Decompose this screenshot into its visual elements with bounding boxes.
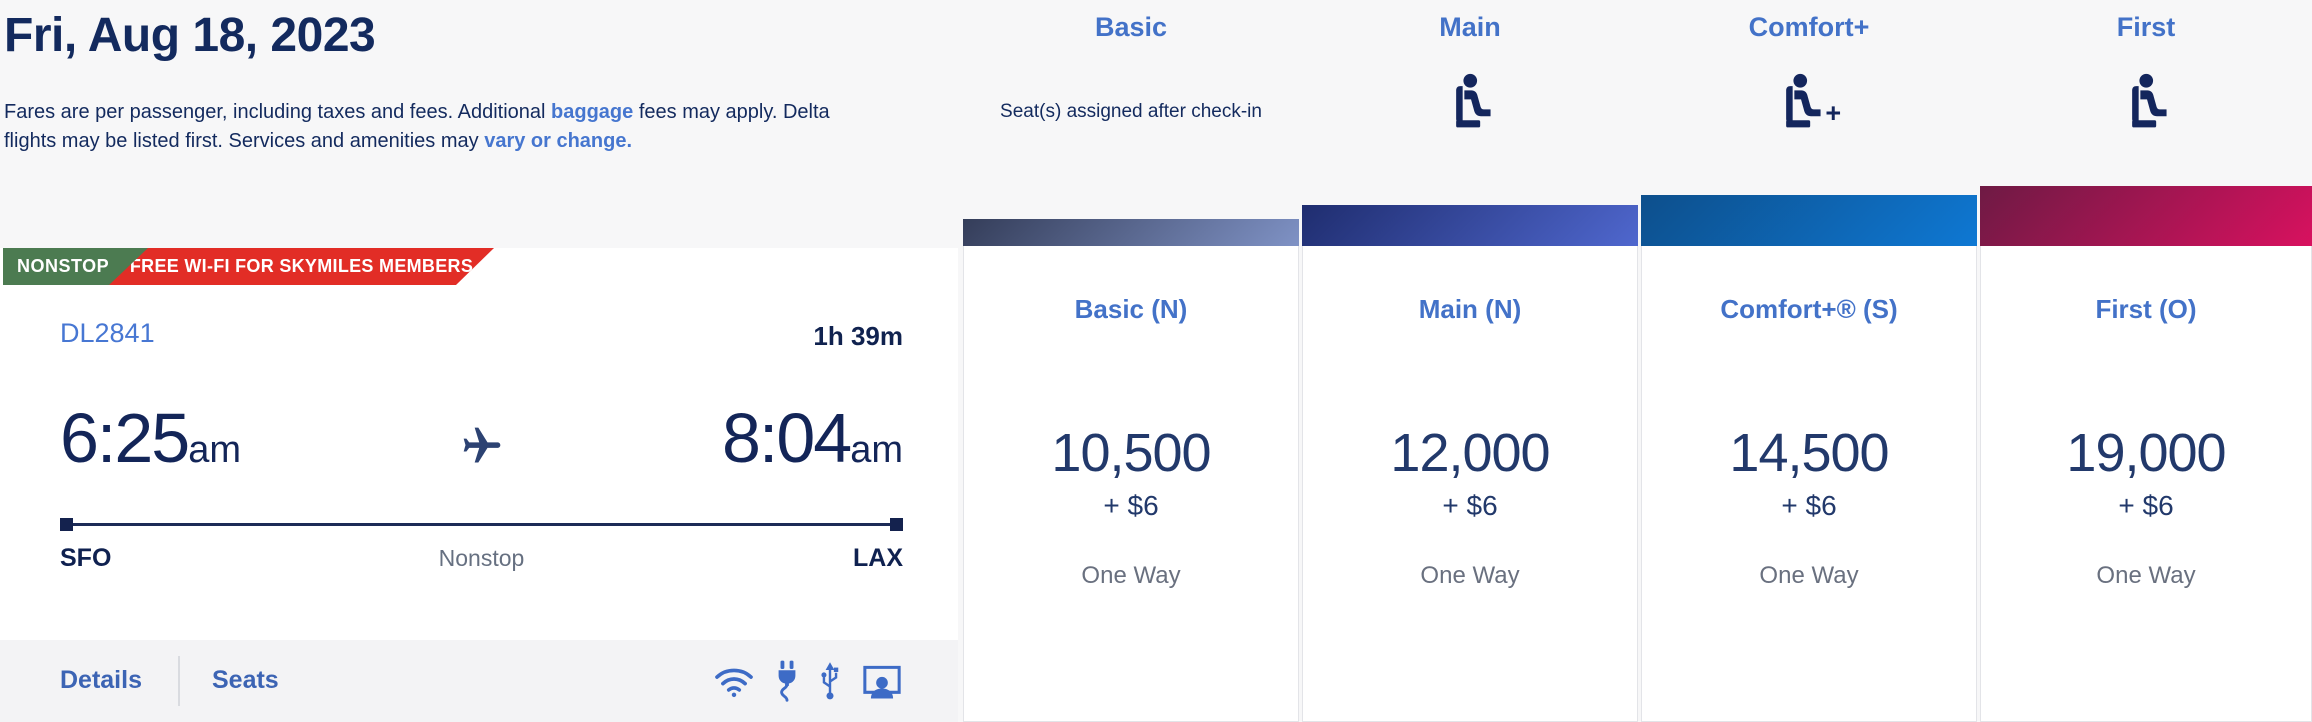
fare-disclaimer: Fares are per passenger, including taxes…: [4, 98, 849, 156]
first-fare-miles: 19,000: [2066, 423, 2226, 483]
comfort-fare-fees: + $6: [1781, 490, 1837, 521]
fare-column-basic: Basic (N) 10,500 + $6 One Way: [963, 219, 1299, 722]
destination-code: LAX: [853, 544, 903, 572]
main-fare-fees: + $6: [1442, 490, 1498, 521]
flight-duration: 1h 39m: [813, 321, 903, 351]
disclaimer-text-1: Fares are per passenger, including taxes…: [4, 101, 546, 123]
comfort-fare-trip-type: One Way: [1759, 562, 1859, 589]
flight-card: NONSTOP FREE WI-FI FOR SKYMILES MEMBERS …: [0, 248, 958, 722]
main-fare-trip-type: One Way: [1420, 562, 1520, 589]
card-footer: Details Seats: [0, 640, 958, 722]
comfort-fare-label: Comfort+® (S): [1720, 294, 1898, 324]
date-heading: Fri, Aug 18, 2023: [4, 9, 376, 62]
airplane-icon: [463, 427, 500, 463]
first-fare-fees: + $6: [2118, 490, 2174, 521]
first-gradient-bar: [1980, 186, 2312, 246]
column-header-comfort: Comfort+ +: [1641, 12, 1977, 135]
seat-icon: [1786, 73, 1821, 128]
seat-icon: [1455, 73, 1491, 128]
details-link[interactable]: Details: [60, 666, 142, 694]
column-header-basic: Basic Seat(s) assigned after check-in: [963, 12, 1299, 123]
main-gradient-bar: [1302, 205, 1638, 246]
main-fare-cell[interactable]: Main (N) 12,000 + $6 One Way: [1302, 246, 1638, 722]
airport-row: SFO Nonstop LAX: [60, 544, 903, 574]
route-line: [60, 518, 903, 531]
basic-fare-cell[interactable]: Basic (N) 10,500 + $6 One Way: [963, 246, 1299, 722]
route-line-bar: [60, 523, 903, 526]
first-fare-cell[interactable]: First (O) 19,000 + $6 One Way: [1980, 246, 2312, 722]
origin-code: SFO: [60, 544, 112, 572]
basic-fare-label: Basic (N): [1074, 294, 1188, 324]
comfort-title: Comfort+: [1748, 12, 1870, 42]
main-fare-miles: 12,000: [1390, 423, 1550, 483]
disclaimer-text-2: fees may apply. Delta flights may be lis…: [4, 101, 830, 152]
seatback-entertainment-icon: [863, 665, 901, 699]
vary-or-change-link[interactable]: vary or change.: [484, 130, 633, 152]
amenity-icons: [713, 658, 903, 704]
wifi-icon: [715, 668, 753, 698]
route-destination-marker: [890, 518, 903, 531]
footer-divider: [178, 656, 180, 706]
seat-plus-sign: +: [1825, 98, 1842, 128]
main-fare-label: Main (N): [1418, 294, 1522, 324]
main-title: Main: [1439, 12, 1501, 42]
usb-icon: [821, 662, 839, 700]
free-wifi-banner: FREE WI-FI FOR SKYMILES MEMBERS: [109, 248, 494, 285]
basic-gradient-bar: [963, 219, 1299, 246]
basic-fare-miles: 10,500: [1051, 423, 1211, 483]
departure-time: 6:25am: [60, 399, 242, 477]
first-fare-label: First (O): [2095, 294, 2197, 324]
seats-link[interactable]: Seats: [212, 666, 279, 694]
seat-icon: [2131, 73, 2167, 128]
basic-fare-trip-type: One Way: [1081, 562, 1181, 589]
route-origin-marker: [60, 518, 73, 531]
basic-seat-note: Seat(s) assigned after check-in: [1000, 101, 1262, 122]
stops-label: Nonstop: [438, 545, 525, 571]
first-fare-trip-type: One Way: [2096, 562, 2196, 589]
first-title: First: [2116, 12, 2176, 42]
column-header-main: Main: [1302, 12, 1638, 135]
basic-fare-fees: + $6: [1103, 490, 1159, 521]
fare-column-first: First (O) 19,000 + $6 One Way: [1980, 186, 2312, 722]
power-icon: [778, 660, 796, 702]
flight-number-link[interactable]: DL2841: [60, 318, 155, 348]
comfort-gradient-bar: [1641, 195, 1977, 246]
baggage-link[interactable]: baggage: [551, 101, 634, 123]
time-row: 6:25am 8:04am: [60, 386, 903, 478]
fare-column-main: Main (N) 12,000 + $6 One Way: [1302, 205, 1638, 722]
comfort-fare-cell[interactable]: Comfort+® (S) 14,500 + $6 One Way: [1641, 246, 1977, 722]
arrival-time: 8:04am: [721, 399, 903, 477]
basic-title: Basic: [1094, 12, 1168, 42]
comfort-fare-miles: 14,500: [1729, 423, 1889, 483]
column-header-first: First: [1980, 12, 2312, 135]
fare-column-comfort: Comfort+® (S) 14,500 + $6 One Way: [1641, 195, 1977, 722]
